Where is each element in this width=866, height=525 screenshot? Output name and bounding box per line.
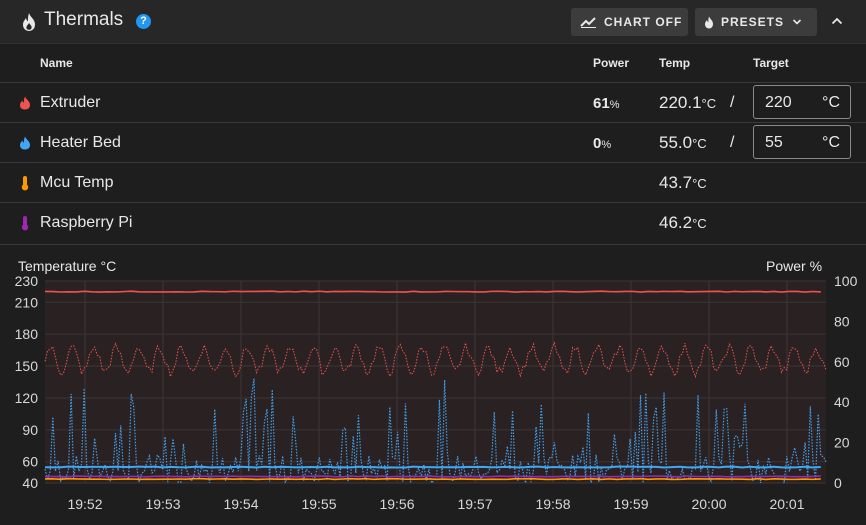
y-tick-label: 210 [15,294,39,310]
series-heater-bed-temp [44,465,821,469]
series-raspberry-pi-temp [44,475,821,478]
y-tick-label: 40 [22,475,38,491]
column-header-target: Target [753,56,789,70]
y2-tick-label: 20 [834,435,850,451]
fire-icon [23,13,35,31]
temperature-chart[interactable]: Temperature °C Power % 40 60 90 120 150 180 21… [0,244,866,525]
x-tick-label: 19:58 [535,496,570,512]
target-input[interactable]: 55 °C [753,125,851,159]
y-tick-label: 180 [15,326,39,342]
y-tick-label: 150 [15,358,39,374]
table-row-raspberry-pi[interactable]: Raspberry Pi 46.2°C [0,202,866,243]
y2-tick-label: 60 [834,354,850,370]
heater-name: Heater Bed [40,134,121,151]
chart-plot[interactable]: 40 60 90 120 150 180 210 230 0 20 40 60 80 100 19:52 19… [0,245,866,525]
sensor-name: Mcu Temp [40,174,114,191]
table-row-heater-bed[interactable]: Heater Bed 0% 55.0°C / 55 °C [0,122,866,163]
series-heater-bed-power [44,378,827,486]
chart-line-icon [580,17,596,28]
y-tick-label: 90 [22,422,38,438]
card-title: Thermals [44,9,124,30]
series-extruder-power [44,341,827,379]
x-tick-label: 19:57 [457,496,492,512]
card-header: Thermals ? CHART OFF PRESETS [0,0,866,44]
y2-axis-title: Power % [766,258,823,274]
x-tick-label: 20:00 [691,496,726,512]
target-value: 220 [765,94,792,111]
temp-value: 220.1°C [659,93,717,112]
column-header-name: Name [40,56,73,70]
y-tick-label: 120 [15,390,39,406]
presets-button[interactable]: PRESETS [695,8,817,36]
column-header-temp: Temp [659,56,691,70]
x-tick-label: 20:01 [769,496,804,512]
x-tick-label: 19:54 [223,496,258,512]
power-value: 61% [593,95,620,112]
series-extruder-temp [44,290,821,293]
table-row-mcu-temp[interactable]: Mcu Temp 43.7°C [0,162,866,203]
target-unit: °C [822,94,840,111]
presets-label: PRESETS [721,15,785,29]
fire-icon [20,96,30,110]
y2-tick-label: 80 [834,313,850,329]
x-tick-label: 19:59 [613,496,648,512]
thermometer-icon [21,176,29,191]
y-axis-title: Temperature °C [18,258,117,274]
y2-tick-label: 100 [834,273,858,289]
target-input[interactable]: 220 °C [753,85,851,119]
temp-value: 46.2°C [659,213,707,232]
column-header-power: Power [593,56,630,70]
x-tick-label: 19:55 [301,496,336,512]
help-icon[interactable]: ? [136,14,151,29]
chevron-down-icon [792,19,802,25]
target-value: 55 [765,134,783,151]
series-mcu-temp [44,477,821,481]
x-tick-label: 19:53 [145,496,180,512]
chevron-up-icon[interactable] [829,13,845,29]
y2-tick-label: 40 [834,394,850,410]
target-unit: °C [822,134,840,151]
power-value: 0% [593,135,612,152]
sensor-name: Raspberry Pi [40,214,133,231]
fire-icon [20,136,30,150]
temp-value: 43.7°C [659,173,707,192]
temp-value: 55.0°C [659,133,707,152]
chart-toggle-button[interactable]: CHART OFF [571,8,688,36]
fire-icon [705,16,713,28]
y-tick-label: 60 [22,454,38,470]
x-tick-label: 19:56 [379,496,414,512]
target-separator: / [730,134,735,151]
x-tick-label: 19:52 [67,496,102,512]
target-separator: / [730,94,735,111]
y2-tick-label: 0 [834,475,842,491]
thermometer-icon [21,216,29,231]
chart-toggle-label: CHART OFF [604,15,683,29]
table-row-extruder[interactable]: Extruder 61% 220.1°C / 220 °C [0,82,866,123]
y-tick-label: 230 [15,273,39,289]
heater-name: Extruder [40,94,101,111]
